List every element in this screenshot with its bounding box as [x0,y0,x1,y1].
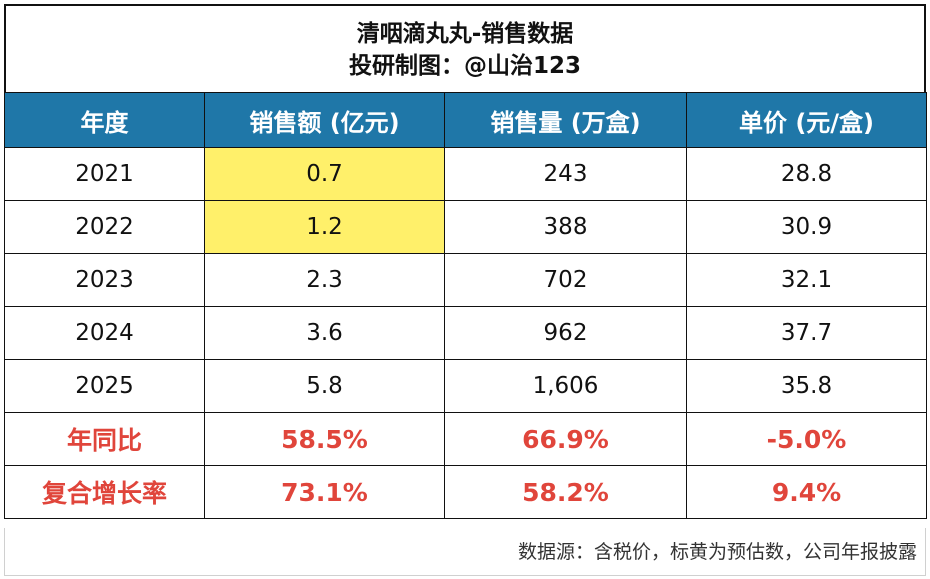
year-cell: 2022 [4,200,205,254]
price-cell: 37.7 [686,306,927,360]
yoy-label: 年同比 [4,412,205,466]
sales-cell: 3.6 [204,306,445,360]
table-subtitle: 投研制图：@山治123 [348,53,581,79]
year-cell: 2025 [4,359,205,413]
sales-cell: 2.3 [204,253,445,307]
volume-cell: 243 [444,147,687,201]
volume-cell: 388 [444,200,687,254]
header-volume: 销售量 (万盒) [444,92,687,148]
header-sales: 销售额 (亿元) [204,92,445,148]
year-cell: 2023 [4,253,205,307]
volume-cell: 702 [444,253,687,307]
volume-cell: 1,606 [444,359,687,413]
cagr-price: 9.4% [686,465,927,519]
cagr-row: 复合增长率 73.1% 58.2% 9.4% [4,465,927,519]
cagr-volume: 58.2% [444,465,687,519]
volume-cell: 962 [444,306,687,360]
price-cell: 30.9 [686,200,927,254]
table-row: 2022 1.2 388 30.9 [4,200,927,254]
table-row: 2024 3.6 962 37.7 [4,306,927,360]
cagr-label: 复合增长率 [4,465,205,519]
sales-cell: 5.8 [204,359,445,413]
table-row: 2023 2.3 702 32.1 [4,253,927,307]
table-row: 2025 5.8 1,606 35.8 [4,359,927,413]
sales-cell: 0.7 [204,147,445,201]
table-row: 2021 0.7 243 28.8 [4,147,927,201]
sales-data-table: 年度 销售额 (亿元) 销售量 (万盒) 单价 (元/盒) 2021 0.7 2… [4,92,927,519]
price-cell: 32.1 [686,253,927,307]
header-price: 单价 (元/盒) [686,92,927,148]
cagr-sales: 73.1% [204,465,445,519]
yoy-row: 年同比 58.5% 66.9% -5.0% [4,412,927,466]
title-box: 清咽滴丸丸-销售数据 投研制图：@山治123 [4,4,926,92]
source-note: 数据源：含税价，标黄为预估数，公司年报披露 [4,528,926,576]
sales-cell: 1.2 [204,200,445,254]
year-cell: 2024 [4,306,205,360]
header-year: 年度 [4,92,205,148]
yoy-price: -5.0% [686,412,927,466]
yoy-sales: 58.5% [204,412,445,466]
price-cell: 35.8 [686,359,927,413]
header-row: 年度 销售额 (亿元) 销售量 (万盒) 单价 (元/盒) [4,92,927,148]
price-cell: 28.8 [686,147,927,201]
yoy-volume: 66.9% [444,412,687,466]
year-cell: 2021 [4,147,205,201]
table-title: 清咽滴丸丸-销售数据 [356,21,574,47]
